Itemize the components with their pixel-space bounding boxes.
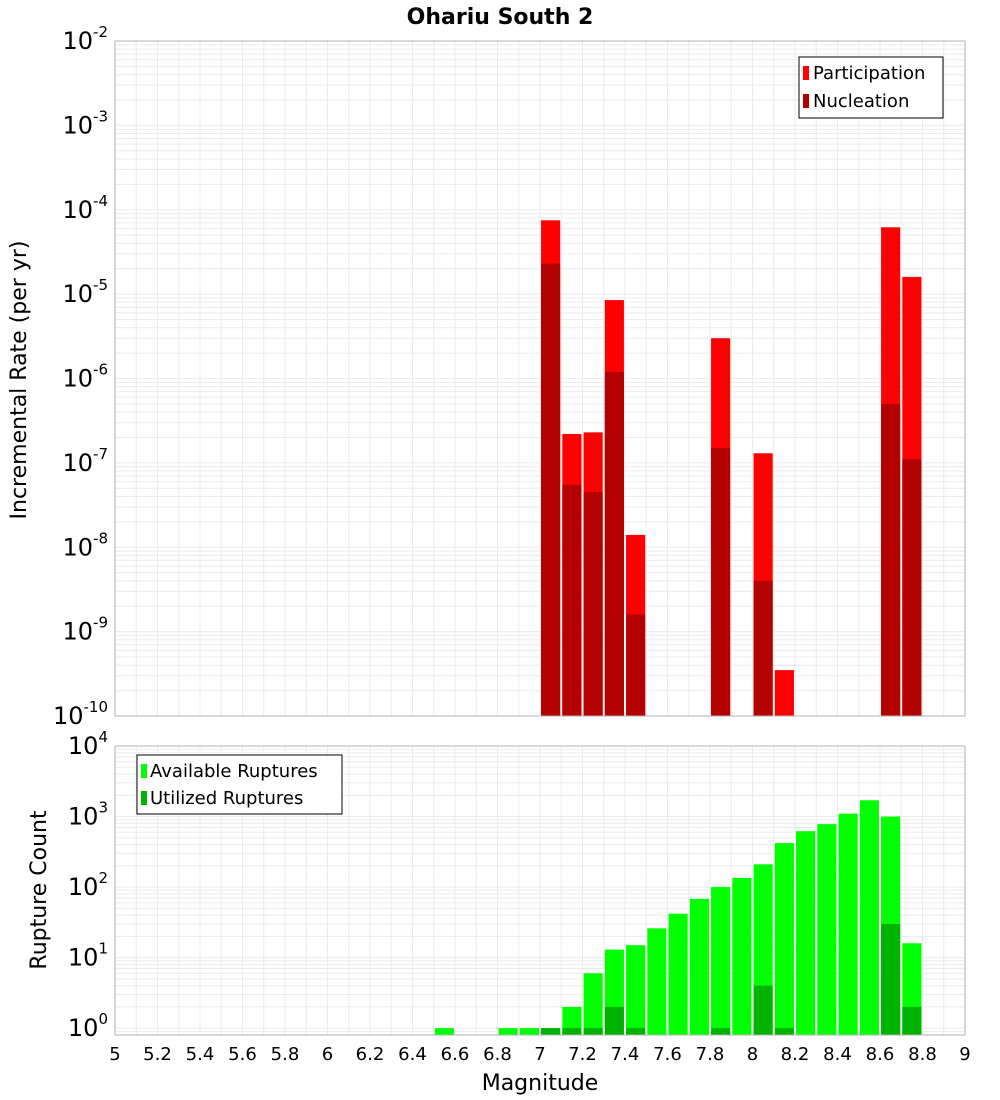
rate-y-tick-label: 10-3 bbox=[62, 107, 108, 139]
count-y-tick-label: 104 bbox=[68, 728, 108, 760]
x-axis-label: Magnitude bbox=[482, 1071, 599, 1096]
bar-nucleation bbox=[881, 403, 901, 716]
count-y-tick-label: 101 bbox=[68, 940, 108, 972]
bar-available-ruptures bbox=[838, 813, 858, 1035]
x-tick-label: 8.8 bbox=[908, 1044, 937, 1065]
bar-available-ruptures bbox=[796, 831, 816, 1035]
x-tick-label: 7.4 bbox=[611, 1044, 640, 1065]
bar-available-ruptures bbox=[626, 945, 646, 1035]
x-tick-label: 6.6 bbox=[441, 1044, 470, 1065]
chart-title: Ohariu South 2 bbox=[407, 5, 594, 30]
x-tick-label: 8.4 bbox=[823, 1044, 852, 1065]
rate-y-tick-label: 10-8 bbox=[62, 529, 108, 561]
x-tick-label: 9 bbox=[959, 1044, 970, 1065]
bar-available-ruptures bbox=[583, 973, 603, 1035]
rate-y-tick-label: 10-2 bbox=[62, 23, 108, 55]
bar-nucleation bbox=[753, 580, 773, 716]
rate-y-tick-label: 10-7 bbox=[62, 445, 108, 477]
legend-label-nucleation: Nucleation bbox=[813, 91, 909, 112]
bar-available-ruptures bbox=[562, 1006, 582, 1035]
x-tick-label: 5.2 bbox=[143, 1044, 172, 1065]
x-tick-label: 6.4 bbox=[398, 1044, 427, 1065]
bar-nucleation bbox=[583, 492, 603, 716]
rate-y-ticks: 10-10 10-9 10-8 10-7 10-6 10-5 10-4 10-3 10-2 bbox=[53, 23, 108, 730]
legend-label-participation: Participation bbox=[813, 63, 925, 84]
bar-nucleation bbox=[626, 614, 646, 716]
count-plot-border bbox=[114, 745, 966, 1036]
rate-plot-border bbox=[114, 40, 966, 717]
count-y-ticks: 100 101 102 103 104 bbox=[68, 728, 108, 1042]
bar-available-ruptures bbox=[711, 887, 731, 1035]
bar-nucleation bbox=[604, 371, 624, 716]
bar-nucleation bbox=[902, 459, 922, 716]
bar-available-ruptures bbox=[817, 824, 837, 1035]
rate-legend-box bbox=[798, 56, 944, 119]
bar-available-ruptures bbox=[434, 1028, 454, 1035]
bar-utilized-ruptures bbox=[774, 1028, 794, 1035]
bar-utilized-ruptures bbox=[583, 1028, 603, 1035]
bar-utilized-ruptures bbox=[626, 1028, 646, 1035]
x-tick-label: 5.4 bbox=[186, 1044, 215, 1065]
bar-participation bbox=[774, 670, 794, 716]
x-tick-label: 6.8 bbox=[483, 1044, 512, 1065]
legend-label-available: Available Ruptures bbox=[150, 761, 318, 782]
rate-panel: 10-10 10-9 10-8 10-7 10-6 10-5 10-4 10-3 10-2 In… bbox=[7, 23, 966, 730]
count-y-tick-label: 102 bbox=[68, 869, 108, 901]
bar-available-ruptures bbox=[498, 1028, 518, 1035]
x-tick-label: 7 bbox=[534, 1044, 545, 1065]
legend-swatch-available bbox=[141, 764, 147, 778]
bar-nucleation bbox=[541, 263, 561, 716]
rate-y-tick-label: 10-9 bbox=[62, 614, 108, 646]
count-legend-box bbox=[136, 754, 343, 815]
bar-nucleation bbox=[562, 484, 582, 716]
rate-grid bbox=[114, 40, 966, 717]
rate-y-tick-label: 10-10 bbox=[53, 698, 108, 730]
legend-label-utilized: Utilized Ruptures bbox=[150, 788, 303, 809]
bar-utilized-ruptures bbox=[541, 1028, 561, 1035]
x-tick-label: 8.2 bbox=[781, 1044, 810, 1065]
rate-y-axis-label: Incremental Rate (per yr) bbox=[7, 241, 32, 520]
bar-utilized-ruptures bbox=[902, 1006, 922, 1035]
x-tick-label: 5 bbox=[109, 1044, 120, 1065]
count-panel: 100 101 102 103 104 5 5.2 5.4 5.6 5.8 6 6.2 6.4 6.6 6… bbox=[27, 728, 971, 1096]
count-y-axis-label: Rupture Count bbox=[27, 810, 52, 970]
x-tick-label: 8 bbox=[747, 1044, 758, 1065]
bar-available-ruptures bbox=[774, 843, 794, 1035]
x-tick-label: 5.6 bbox=[228, 1044, 257, 1065]
bar-utilized-ruptures bbox=[753, 985, 773, 1035]
rate-y-tick-label: 10-4 bbox=[62, 192, 108, 224]
bar-available-ruptures bbox=[668, 913, 688, 1035]
x-tick-label: 7.6 bbox=[653, 1044, 682, 1065]
bar-utilized-ruptures bbox=[711, 1028, 731, 1035]
x-tick-label: 5.8 bbox=[271, 1044, 300, 1065]
bar-utilized-ruptures bbox=[881, 923, 901, 1035]
count-x-ticks: 5 5.2 5.4 5.6 5.8 6 6.2 6.4 6.6 6.8 7 7.2 7.4 7.6 7.8 8… bbox=[109, 1044, 970, 1065]
legend-swatch-participation bbox=[803, 66, 809, 80]
bar-available-ruptures bbox=[647, 928, 667, 1035]
rate-legend: Participation Nucleation bbox=[798, 56, 944, 119]
bar-utilized-ruptures bbox=[562, 1028, 582, 1035]
x-tick-label: 6 bbox=[322, 1044, 333, 1065]
x-tick-label: 6.2 bbox=[356, 1044, 385, 1065]
legend-swatch-nucleation bbox=[803, 94, 809, 108]
count-y-tick-label: 103 bbox=[68, 799, 108, 831]
bar-nucleation bbox=[711, 448, 731, 716]
count-legend: Available Ruptures Utilized Ruptures bbox=[136, 754, 343, 815]
bar-available-ruptures bbox=[859, 800, 879, 1035]
bar-available-ruptures bbox=[732, 877, 752, 1035]
bar-available-ruptures bbox=[519, 1028, 539, 1035]
bar-utilized-ruptures bbox=[604, 1006, 624, 1035]
count-y-tick-label: 100 bbox=[68, 1010, 108, 1042]
bar-available-ruptures bbox=[689, 898, 709, 1035]
x-tick-label: 7.8 bbox=[696, 1044, 725, 1065]
rate-bars bbox=[541, 220, 922, 717]
rate-y-tick-label: 10-5 bbox=[62, 276, 108, 308]
x-tick-label: 8.6 bbox=[866, 1044, 895, 1065]
legend-swatch-utilized bbox=[141, 791, 147, 805]
count-bars bbox=[434, 800, 922, 1035]
rate-y-tick-label: 10-6 bbox=[62, 361, 108, 393]
x-tick-label: 7.2 bbox=[568, 1044, 597, 1065]
